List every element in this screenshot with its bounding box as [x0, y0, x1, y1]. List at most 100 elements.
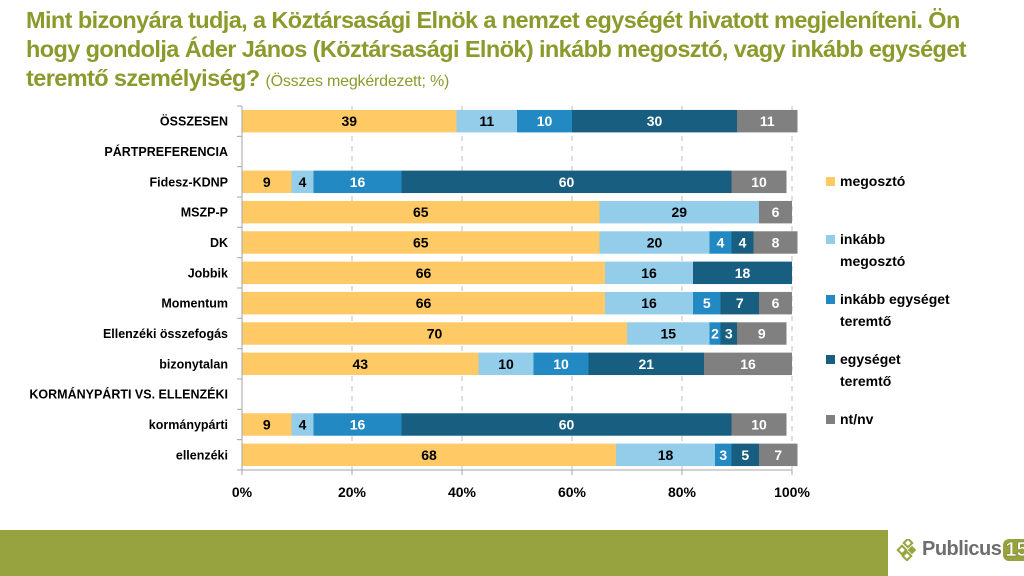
bar-segment — [242, 352, 479, 376]
legend-label: nt/nv — [840, 411, 874, 427]
bar-segment — [731, 443, 759, 467]
data-label: 65 — [413, 235, 429, 251]
data-label: 18 — [658, 447, 674, 463]
data-label: 66 — [416, 265, 432, 281]
x-tick-label: 0% — [232, 484, 253, 500]
bar-segment — [291, 170, 314, 194]
bar-segment — [572, 109, 737, 133]
data-label: 10 — [751, 174, 767, 190]
data-label: 60 — [559, 417, 575, 433]
data-label: 29 — [671, 204, 687, 220]
bar-segment — [533, 352, 589, 376]
bar-segment — [242, 261, 605, 285]
category-label: ellenzéki — [176, 448, 228, 462]
legend-swatch — [826, 177, 835, 186]
x-tick-label: 60% — [558, 484, 587, 500]
bar-segment — [242, 413, 292, 436]
data-label: 4 — [299, 417, 307, 433]
chart-title: Mint bizonyára tudja, a Köztársasági Eln… — [26, 6, 1016, 96]
legend-swatch — [826, 295, 835, 304]
tick-labels: 0% 20% 40% 60% 80% 100% — [232, 484, 811, 500]
logo-text: Publicus — [922, 538, 1002, 560]
data-label: 4 — [739, 235, 747, 251]
data-label: 9 — [263, 174, 271, 190]
data-label: 4 — [299, 174, 307, 190]
bar-segment — [242, 109, 457, 133]
data-label: 5 — [741, 447, 749, 463]
bar-segment — [737, 322, 787, 345]
category-label: PÁRTPREFERENCIA — [104, 144, 228, 159]
data-label: 43 — [352, 356, 368, 372]
legend-swatch — [826, 235, 835, 244]
bar-segment — [242, 322, 627, 345]
logo-number: 15 — [1003, 538, 1024, 561]
publicus-logo: Publicus 15 — [896, 538, 1024, 561]
bar-segment — [599, 231, 710, 254]
data-label: 8 — [772, 235, 780, 251]
bar-segment — [401, 170, 732, 194]
data-label: 65 — [413, 204, 429, 220]
data-label: 18 — [735, 265, 751, 281]
chart-title-subtitle: (Összes megkérdezett; %) — [265, 73, 450, 90]
bar-segment — [759, 291, 792, 315]
data-label: 10 — [498, 356, 514, 372]
bar-segment — [242, 231, 600, 254]
x-tick-label: 100% — [774, 484, 810, 500]
legend-item-inkabb-egyseget-teremto: inkább egységet teremtő — [826, 288, 980, 332]
legend-item-megoszto: megosztó — [826, 170, 1016, 192]
data-label: 39 — [341, 113, 357, 129]
category-label: bizonytalan — [159, 357, 228, 371]
data-label: 7 — [736, 295, 744, 311]
bar-segment — [605, 291, 693, 315]
footer-band — [0, 530, 888, 576]
legend-item-nt-nv: nt/nv — [826, 408, 1016, 430]
bar-segment — [242, 443, 616, 467]
bar-segment — [242, 291, 605, 315]
bar-segment — [720, 291, 759, 315]
bar-segment — [291, 413, 314, 436]
bar-segment — [478, 352, 534, 376]
bar-segment — [313, 413, 402, 436]
bar-segment — [605, 261, 693, 285]
data-label: 16 — [350, 174, 366, 190]
data-label: 70 — [427, 326, 443, 342]
bar-segment — [401, 413, 732, 436]
data-label: 11 — [760, 113, 775, 129]
bar-segment — [588, 352, 704, 376]
x-tick-label: 40% — [448, 484, 477, 500]
category-label: MSZP-P — [181, 206, 228, 220]
bar-segment — [737, 109, 798, 133]
data-label: 9 — [758, 326, 766, 342]
data-label: 66 — [416, 295, 432, 311]
grid-lines — [351, 106, 793, 470]
data-label: 6 — [772, 204, 780, 220]
data-label: 11 — [479, 113, 494, 129]
legend-label: inkább megosztó — [840, 231, 906, 269]
data-label: 20 — [647, 235, 663, 251]
data-label: 5 — [703, 295, 711, 311]
bar-segment — [616, 443, 715, 467]
data-label: 16 — [641, 295, 657, 311]
bar-segment — [759, 200, 792, 224]
bar-segment — [693, 291, 721, 315]
category-label: kormánypárti — [149, 418, 228, 432]
category-label: KORMÁNYPÁRTI VS. ELLENZÉKI — [29, 387, 228, 402]
bar-segment — [313, 170, 402, 194]
data-label: 10 — [553, 356, 569, 372]
category-label: Jobbik — [188, 266, 228, 280]
data-label: 60 — [559, 174, 575, 190]
legend-label: megosztó — [840, 173, 906, 189]
category-label: Ellenzéki összefogás — [103, 327, 228, 341]
data-label: 21 — [638, 356, 654, 372]
data-label: 16 — [740, 356, 756, 372]
bar-segment — [709, 231, 732, 254]
data-label: 10 — [537, 113, 553, 129]
bar-segment — [753, 231, 798, 254]
bar-segment — [715, 443, 732, 467]
bar-segment — [693, 261, 792, 285]
category-label: ÖSSZESEN — [160, 114, 228, 129]
data-label: 6 — [772, 295, 780, 311]
data-label: 16 — [350, 417, 366, 433]
bar-segment — [731, 170, 787, 194]
